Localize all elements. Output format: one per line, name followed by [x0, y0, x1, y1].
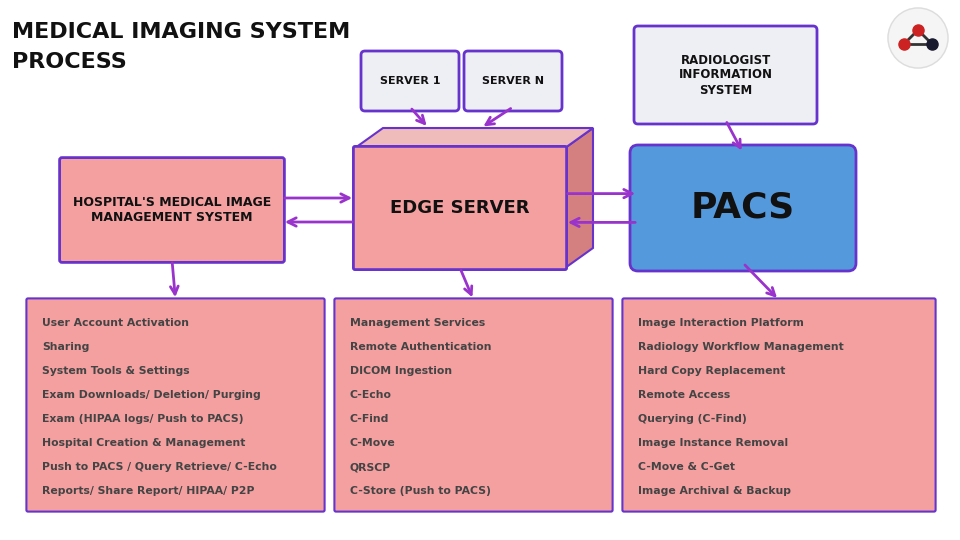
Text: C-Echo: C-Echo — [350, 390, 392, 400]
Circle shape — [888, 8, 948, 68]
Text: System Tools & Settings: System Tools & Settings — [42, 366, 190, 376]
Text: Management Services: Management Services — [350, 318, 485, 328]
Text: C-Find: C-Find — [350, 414, 390, 424]
Text: PACS: PACS — [691, 191, 795, 225]
Text: SERVER N: SERVER N — [482, 76, 544, 86]
Text: Radiology Workflow Management: Radiology Workflow Management — [638, 342, 844, 352]
FancyBboxPatch shape — [634, 26, 817, 124]
FancyBboxPatch shape — [26, 299, 324, 511]
Text: Exam (HIPAA logs/ Push to PACS): Exam (HIPAA logs/ Push to PACS) — [42, 414, 244, 424]
Text: MEDICAL IMAGING SYSTEM: MEDICAL IMAGING SYSTEM — [12, 22, 350, 42]
Text: QRSCP: QRSCP — [350, 462, 392, 472]
Text: SERVER 1: SERVER 1 — [380, 76, 441, 86]
Text: Hospital Creation & Management: Hospital Creation & Management — [42, 438, 246, 448]
Text: Hard Copy Replacement: Hard Copy Replacement — [638, 366, 785, 376]
FancyBboxPatch shape — [630, 145, 856, 271]
Text: RADIOLOGIST
INFORMATION
SYSTEM: RADIOLOGIST INFORMATION SYSTEM — [679, 53, 773, 97]
Text: Exam Downloads/ Deletion/ Purging: Exam Downloads/ Deletion/ Purging — [42, 390, 261, 400]
Text: Remote Access: Remote Access — [638, 390, 731, 400]
Text: Remote Authentication: Remote Authentication — [350, 342, 492, 352]
Text: HOSPITAL'S MEDICAL IMAGE
MANAGEMENT SYSTEM: HOSPITAL'S MEDICAL IMAGE MANAGEMENT SYST… — [73, 196, 271, 224]
FancyBboxPatch shape — [464, 51, 562, 111]
FancyBboxPatch shape — [622, 299, 936, 511]
Polygon shape — [355, 128, 593, 148]
FancyBboxPatch shape — [361, 51, 459, 111]
Text: DICOM Ingestion: DICOM Ingestion — [350, 366, 452, 376]
Text: C-Store (Push to PACS): C-Store (Push to PACS) — [350, 486, 491, 496]
Text: User Account Activation: User Account Activation — [42, 318, 189, 328]
FancyBboxPatch shape — [334, 299, 612, 511]
Text: C-Move: C-Move — [350, 438, 396, 448]
Text: Image Archival & Backup: Image Archival & Backup — [638, 486, 791, 496]
Text: Image Instance Removal: Image Instance Removal — [638, 438, 788, 448]
Polygon shape — [565, 128, 593, 268]
FancyBboxPatch shape — [353, 146, 566, 269]
Text: PROCESS: PROCESS — [12, 52, 127, 72]
Text: Querying (C-Find): Querying (C-Find) — [638, 414, 747, 424]
Text: Push to PACS / Query Retrieve/ C-Echo: Push to PACS / Query Retrieve/ C-Echo — [42, 462, 276, 472]
Text: C-Move & C-Get: C-Move & C-Get — [638, 462, 735, 472]
Text: EDGE SERVER: EDGE SERVER — [391, 199, 530, 217]
Text: Image Interaction Platform: Image Interaction Platform — [638, 318, 804, 328]
Text: Reports/ Share Report/ HIPAA/ P2P: Reports/ Share Report/ HIPAA/ P2P — [42, 486, 254, 496]
Text: Sharing: Sharing — [42, 342, 89, 352]
FancyBboxPatch shape — [60, 158, 284, 262]
